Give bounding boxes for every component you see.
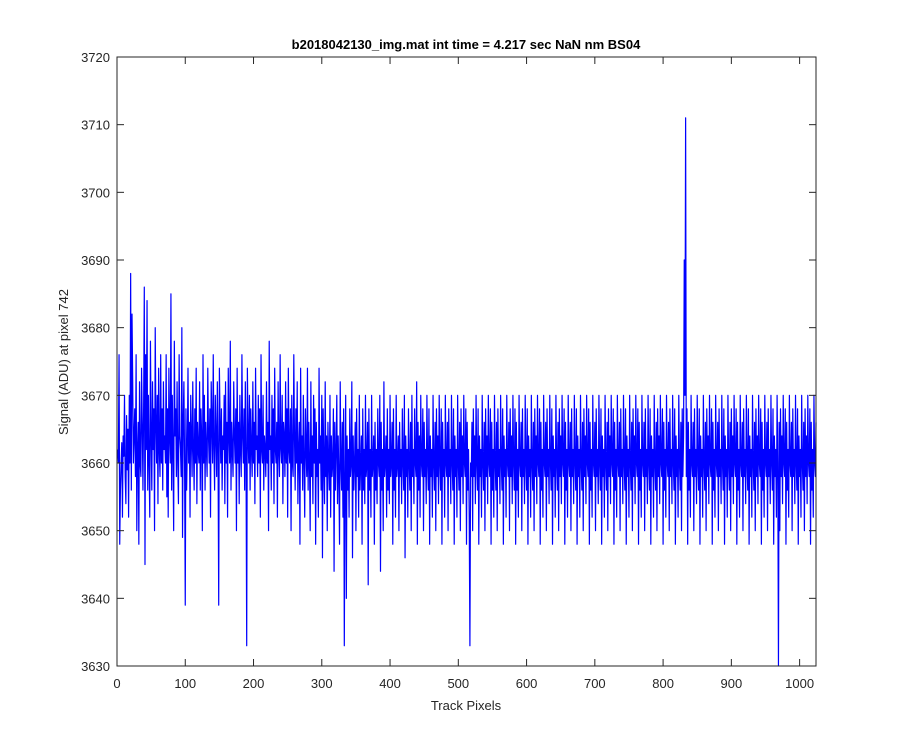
y-tick-label: 3670 bbox=[81, 388, 110, 403]
y-tick-label: 3640 bbox=[81, 591, 110, 606]
x-tick-label: 500 bbox=[447, 676, 469, 691]
x-tick-label: 700 bbox=[584, 676, 606, 691]
x-tick-label: 100 bbox=[174, 676, 196, 691]
x-tick-label: 900 bbox=[721, 676, 743, 691]
y-tick-label: 3650 bbox=[81, 524, 110, 539]
x-tick-label: 400 bbox=[379, 676, 401, 691]
x-tick-label: 800 bbox=[652, 676, 674, 691]
x-tick-label: 0 bbox=[113, 676, 120, 691]
x-tick-label: 200 bbox=[243, 676, 265, 691]
x-axis-title: Track Pixels bbox=[431, 698, 502, 713]
y-tick-label: 3700 bbox=[81, 185, 110, 200]
axes-layer bbox=[116, 56, 817, 667]
y-tick-label: 3630 bbox=[81, 659, 110, 674]
y-axis-title: Signal (ADU) at pixel 742 bbox=[56, 289, 71, 435]
x-tick-label: 1000 bbox=[785, 676, 814, 691]
y-tick-label: 3720 bbox=[81, 50, 110, 65]
ticks-layer: 0 100 200 300 400 500 600 700 800 900 1000 3630 3640… bbox=[81, 50, 816, 691]
chart-title: b2018042130_img.mat int time = 4.217 sec… bbox=[292, 37, 641, 52]
series-layer bbox=[117, 117, 817, 667]
y-tick-label: 3660 bbox=[81, 456, 110, 471]
x-tick-label: 300 bbox=[311, 676, 333, 691]
y-tick-label: 3690 bbox=[81, 253, 110, 268]
plot-area bbox=[117, 57, 816, 666]
x-tick-label: 600 bbox=[516, 676, 538, 691]
series-line-0 bbox=[117, 117, 817, 667]
y-tick-label: 3710 bbox=[81, 118, 110, 133]
axes-box bbox=[116, 56, 817, 667]
y-tick-label: 3680 bbox=[81, 321, 110, 336]
